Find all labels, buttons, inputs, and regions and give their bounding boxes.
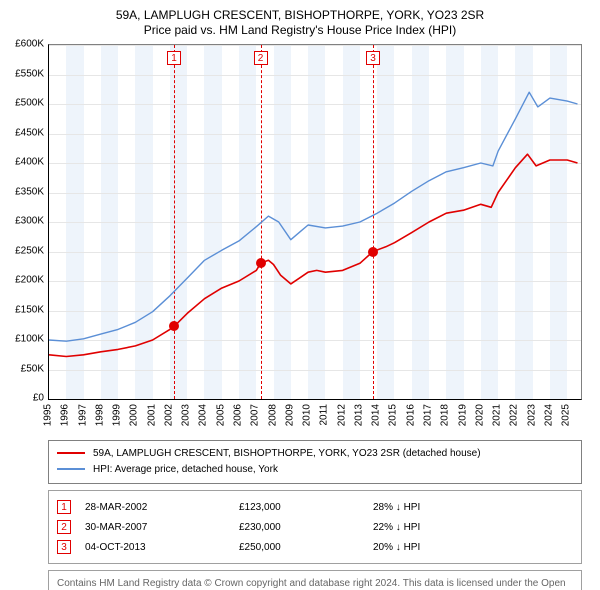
event-date: 28-MAR-2002 [85, 502, 235, 513]
x-tick-label: 2020 [474, 404, 485, 426]
y-tick-label: £0 [0, 393, 44, 404]
x-tick-label: 2022 [509, 404, 520, 426]
x-tick-label: 2003 [181, 404, 192, 426]
chart-title: 59A, LAMPLUGH CRESCENT, BISHOPTHORPE, YO… [0, 8, 600, 38]
x-tick-label: 1997 [77, 404, 88, 426]
marker-index-box: 3 [366, 51, 380, 65]
x-tick-label: 1996 [60, 404, 71, 426]
event-price: £123,000 [239, 502, 369, 513]
y-tick-label: £550K [0, 68, 44, 79]
x-tick-label: 2011 [319, 404, 330, 426]
x-tick-label: 2007 [250, 404, 261, 426]
y-tick-label: £50K [0, 363, 44, 374]
event-diff: 22% ↓ HPI [373, 522, 573, 533]
x-tick-label: 2015 [388, 404, 399, 426]
chart-lines [49, 45, 581, 399]
series-address [49, 154, 578, 356]
marker-dot [169, 321, 179, 331]
y-tick-label: £500K [0, 98, 44, 109]
title-line-1: 59A, LAMPLUGH CRESCENT, BISHOPTHORPE, YO… [116, 8, 484, 22]
event-date: 04-OCT-2013 [85, 542, 235, 553]
x-tick-label: 2021 [492, 404, 503, 426]
legend-swatch-address [57, 452, 85, 454]
x-tick-label: 2004 [198, 404, 209, 426]
x-tick-label: 2012 [336, 404, 347, 426]
x-tick-label: 2010 [302, 404, 313, 426]
x-tick-label: 2025 [561, 404, 572, 426]
event-diff: 28% ↓ HPI [373, 502, 573, 513]
legend-label-hpi: HPI: Average price, detached house, York [93, 464, 278, 475]
series-hpi [49, 92, 578, 341]
event-price: £230,000 [239, 522, 369, 533]
attribution-text: Contains HM Land Registry data © Crown c… [57, 578, 566, 590]
x-tick-label: 2013 [353, 404, 364, 426]
y-tick-label: £250K [0, 245, 44, 256]
y-tick-label: £100K [0, 334, 44, 345]
x-tick-label: 2024 [543, 404, 554, 426]
attribution-box: Contains HM Land Registry data © Crown c… [48, 570, 582, 590]
y-tick-label: £350K [0, 186, 44, 197]
legend-label-address: 59A, LAMPLUGH CRESCENT, BISHOPTHORPE, YO… [93, 448, 481, 459]
event-index: 1 [57, 500, 71, 514]
legend-box: 59A, LAMPLUGH CRESCENT, BISHOPTHORPE, YO… [48, 440, 582, 484]
y-tick-label: £600K [0, 39, 44, 50]
marker-dot [368, 247, 378, 257]
event-row: 1 28-MAR-2002 £123,000 28% ↓ HPI [57, 497, 573, 517]
event-diff: 20% ↓ HPI [373, 542, 573, 553]
x-tick-label: 1995 [43, 404, 54, 426]
event-index: 2 [57, 520, 71, 534]
marker-index-box: 2 [254, 51, 268, 65]
event-date: 30-MAR-2007 [85, 522, 235, 533]
x-tick-label: 2019 [457, 404, 468, 426]
x-tick-label: 2016 [405, 404, 416, 426]
event-row: 3 04-OCT-2013 £250,000 20% ↓ HPI [57, 537, 573, 557]
event-price: £250,000 [239, 542, 369, 553]
legend-swatch-hpi [57, 468, 85, 470]
x-tick-label: 2017 [423, 404, 434, 426]
x-tick-label: 2008 [267, 404, 278, 426]
x-tick-label: 2006 [233, 404, 244, 426]
legend-row-hpi: HPI: Average price, detached house, York [57, 461, 573, 477]
y-tick-label: £200K [0, 275, 44, 286]
y-tick-label: £400K [0, 157, 44, 168]
x-tick-label: 2023 [526, 404, 537, 426]
y-tick-label: £300K [0, 216, 44, 227]
event-row: 2 30-MAR-2007 £230,000 22% ↓ HPI [57, 517, 573, 537]
event-index: 3 [57, 540, 71, 554]
x-tick-label: 2005 [215, 404, 226, 426]
x-tick-label: 2000 [129, 404, 140, 426]
events-box: 1 28-MAR-2002 £123,000 28% ↓ HPI 2 30-MAR-200… [48, 490, 582, 564]
x-tick-label: 2014 [371, 404, 382, 426]
legend-row-address: 59A, LAMPLUGH CRESCENT, BISHOPTHORPE, YO… [57, 445, 573, 461]
x-tick-label: 2001 [146, 404, 157, 426]
x-tick-label: 1999 [112, 404, 123, 426]
x-tick-label: 2009 [284, 404, 295, 426]
marker-dot [256, 258, 266, 268]
x-tick-label: 2002 [163, 404, 174, 426]
x-tick-label: 2018 [440, 404, 451, 426]
marker-index-box: 1 [167, 51, 181, 65]
y-tick-label: £150K [0, 304, 44, 315]
x-tick-label: 1998 [94, 404, 105, 426]
y-tick-label: £450K [0, 127, 44, 138]
chart-plot-area: 1 2 3 [48, 44, 582, 400]
title-line-2: Price paid vs. HM Land Registry's House … [144, 23, 456, 37]
